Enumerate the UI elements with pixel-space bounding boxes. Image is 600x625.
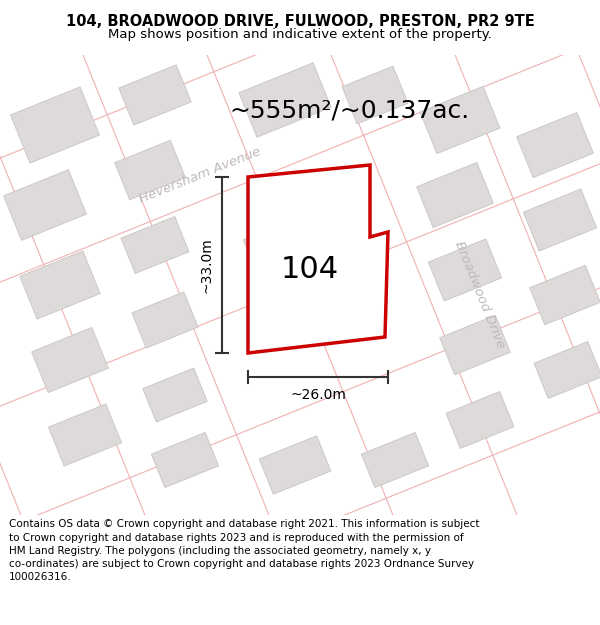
Polygon shape xyxy=(420,86,500,154)
Polygon shape xyxy=(49,404,122,466)
Text: 104, BROADWOOD DRIVE, FULWOOD, PRESTON, PR2 9TE: 104, BROADWOOD DRIVE, FULWOOD, PRESTON, … xyxy=(65,14,535,29)
Text: Broadwood Drive: Broadwood Drive xyxy=(452,239,508,351)
Polygon shape xyxy=(428,239,502,301)
Polygon shape xyxy=(248,165,388,353)
Polygon shape xyxy=(121,216,189,274)
Text: 104: 104 xyxy=(281,256,339,284)
Polygon shape xyxy=(119,65,191,125)
Text: ~26.0m: ~26.0m xyxy=(290,388,346,402)
Polygon shape xyxy=(342,66,408,124)
Polygon shape xyxy=(416,162,493,228)
Polygon shape xyxy=(115,140,185,200)
Polygon shape xyxy=(523,189,596,251)
Text: Heversham Avenue: Heversham Avenue xyxy=(137,144,263,206)
Polygon shape xyxy=(534,341,600,399)
Polygon shape xyxy=(32,328,109,392)
Polygon shape xyxy=(132,292,198,348)
Text: ~555m²/~0.137ac.: ~555m²/~0.137ac. xyxy=(230,98,470,122)
Polygon shape xyxy=(239,62,331,138)
Polygon shape xyxy=(20,251,100,319)
Polygon shape xyxy=(259,436,331,494)
Polygon shape xyxy=(10,87,100,163)
Text: Map shows position and indicative extent of the property.: Map shows position and indicative extent… xyxy=(108,28,492,41)
Polygon shape xyxy=(530,265,600,325)
Polygon shape xyxy=(143,368,207,422)
Text: Contains OS data © Crown copyright and database right 2021. This information is : Contains OS data © Crown copyright and d… xyxy=(9,519,479,582)
Polygon shape xyxy=(361,432,428,488)
Polygon shape xyxy=(446,391,514,449)
Polygon shape xyxy=(517,112,593,178)
Polygon shape xyxy=(243,206,357,314)
Polygon shape xyxy=(4,169,86,241)
Text: ~33.0m: ~33.0m xyxy=(199,237,213,293)
Polygon shape xyxy=(151,432,218,488)
Polygon shape xyxy=(440,315,511,375)
